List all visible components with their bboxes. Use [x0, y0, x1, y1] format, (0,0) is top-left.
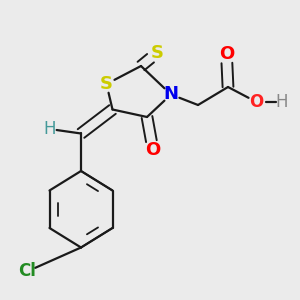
Text: O: O — [219, 45, 234, 63]
Text: O: O — [146, 141, 160, 159]
Text: H: H — [43, 120, 56, 138]
Text: S: S — [151, 44, 164, 62]
Text: H: H — [276, 93, 288, 111]
Text: S: S — [100, 75, 113, 93]
Text: Cl: Cl — [18, 262, 36, 280]
Text: N: N — [164, 85, 178, 103]
Text: O: O — [249, 93, 264, 111]
